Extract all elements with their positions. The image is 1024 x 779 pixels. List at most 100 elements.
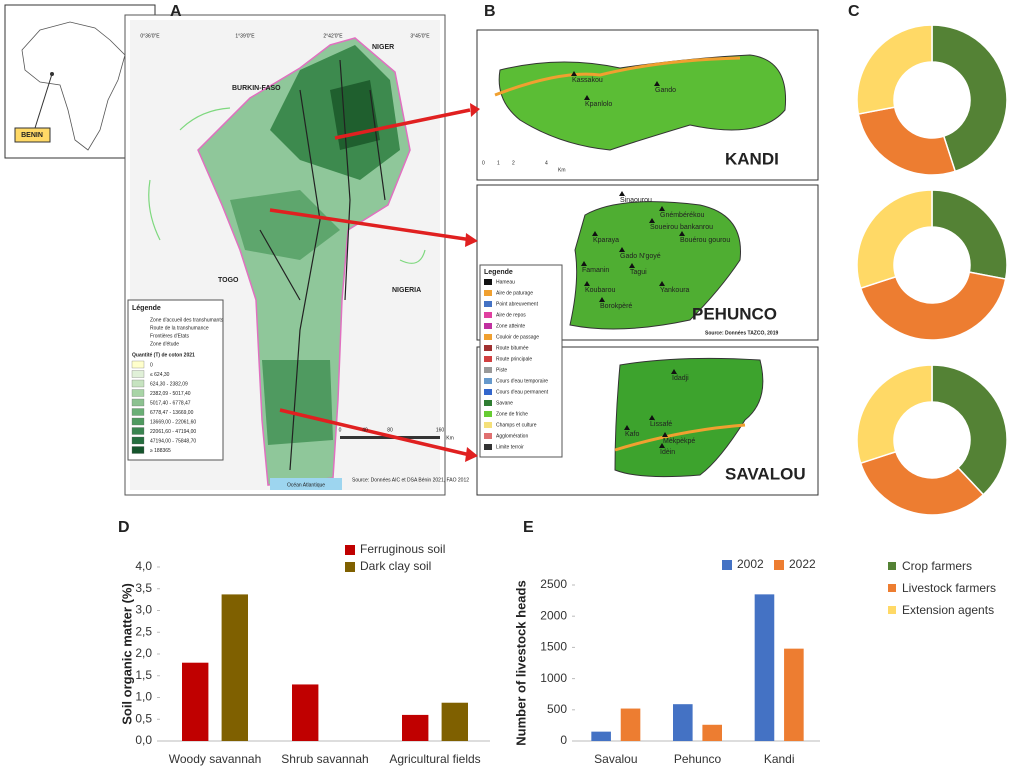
legend-item: ≥ 188365	[150, 448, 171, 454]
hamlet-marker	[662, 432, 668, 437]
legend-item: Zone d'étude	[150, 341, 179, 347]
y-axis-title: Soil organic matter (%)	[119, 583, 134, 725]
donut-segment	[856, 24, 933, 115]
legend-item: Couloir de passage	[496, 334, 539, 340]
legend-subtitle: Quantité (T) de coton 2021	[132, 352, 195, 358]
sea-label: Océan Atlantique	[287, 482, 325, 488]
hamlet-marker	[619, 247, 625, 252]
x-tick-label: Shrub savannah	[281, 752, 368, 766]
scale-label: 80	[387, 427, 393, 433]
bar	[620, 708, 641, 741]
map-pehunco	[569, 201, 741, 330]
place-label: Gando	[655, 87, 676, 94]
legend-swatch	[484, 422, 492, 428]
place-label: Sinaourou	[620, 197, 652, 204]
hamlet-marker	[581, 261, 587, 266]
legend-swatch	[345, 545, 355, 555]
legend-swatch	[484, 279, 492, 285]
donut-segment	[931, 24, 1008, 173]
sea	[270, 478, 342, 490]
hamlet-marker	[584, 281, 590, 286]
legend-swatch	[484, 334, 492, 340]
y-tick-label: 4,0	[135, 559, 152, 573]
bar	[441, 702, 468, 741]
legend-label: 2002	[737, 557, 764, 571]
hamlet-marker	[571, 71, 577, 76]
hamlet-marker	[619, 191, 625, 196]
legend-swatch	[131, 427, 145, 435]
country-label: NIGER	[372, 44, 394, 51]
y-tick-label: 0	[560, 733, 567, 747]
legend-swatch	[888, 584, 896, 592]
donut-segment	[859, 450, 985, 516]
legend-label: 2022	[789, 557, 816, 571]
coordinate-label: 1°39'0"E	[235, 33, 255, 39]
legend-label: Livestock farmers	[902, 581, 996, 595]
legend-item: 13669,00 - 22061,60	[150, 419, 196, 425]
place-label: Lissafé	[650, 421, 672, 428]
place-label: Idèin	[660, 449, 675, 456]
place-label: Kparaya	[593, 237, 619, 244]
legend-item: Route de la transhumance	[150, 325, 209, 331]
y-tick-label: 2,0	[135, 646, 152, 660]
legend-item: 22061,60 - 47194,00	[150, 429, 196, 435]
legend-swatch	[484, 378, 492, 384]
legend-item: 0	[150, 362, 153, 368]
legend-item: Aire de repos	[496, 312, 526, 318]
place-label: Famanin	[582, 267, 609, 274]
legend-swatch	[131, 360, 145, 369]
coordinate-label: 3°45'0"E	[410, 33, 430, 39]
hamlet-marker	[592, 231, 598, 236]
bar	[591, 731, 611, 741]
map-name: KANDI	[725, 149, 779, 168]
y-tick-label: 0,5	[135, 711, 152, 725]
bar	[702, 724, 722, 741]
place-label: Kpanlolo	[585, 101, 612, 108]
hamlet-marker	[654, 81, 660, 86]
place-label: Koubarou	[585, 287, 615, 294]
legend-item: 624,30 - 2382,09	[150, 381, 188, 387]
place-label: Tagui	[630, 269, 647, 276]
africa-outline	[21, 21, 126, 151]
legend-item: Piste	[496, 367, 507, 373]
place-label: Idadji	[672, 375, 689, 382]
legend-swatch	[131, 436, 145, 445]
scale-label: 2	[512, 160, 515, 166]
country-label: NIGERIA	[392, 287, 421, 294]
country-label: BURKIN-FASO	[232, 85, 281, 92]
hamlet-marker	[671, 369, 677, 374]
legend-swatch	[722, 560, 732, 570]
scale-label: 40	[362, 427, 368, 433]
legend-label: Extension agents	[902, 603, 994, 617]
transhumance-routes	[259, 59, 386, 471]
legend-swatch	[484, 356, 492, 362]
place-label: Kassakou	[572, 77, 603, 84]
panel-label: E	[523, 519, 534, 536]
place-label: Soueirou bankanrou	[650, 224, 713, 231]
scale-label: Km	[446, 435, 454, 441]
legend-label: Ferruginous soil	[360, 542, 445, 556]
legend-item: 5017,40 - 6778,47	[150, 400, 191, 406]
hamlet-marker	[649, 415, 655, 420]
y-tick-label: 2000	[540, 608, 567, 622]
donut-segment	[931, 189, 1008, 280]
coordinate-label: 2°42'0"E	[323, 33, 343, 39]
hamlet-marker	[624, 425, 630, 430]
y-tick-label: 1,0	[135, 690, 152, 704]
legend-item: Cours d'eau temporaire	[496, 378, 548, 384]
legend-swatch	[484, 367, 492, 373]
cotton-zone-center	[230, 190, 340, 260]
bar	[182, 662, 209, 741]
scale-label: 0	[482, 160, 485, 166]
hamlet-marker	[679, 231, 685, 236]
legend-swatch	[888, 562, 896, 570]
panel-label: A	[170, 3, 182, 20]
place-label: Mèkpèkpé	[663, 438, 695, 445]
legend-item: Frontières d'Etats	[150, 333, 190, 339]
map-savalou	[614, 357, 764, 478]
source-text: Source: Données AIC et DSA Bénin 2021, F…	[352, 477, 469, 483]
legend-swatch	[484, 301, 492, 307]
place-label: Bouérou gourou	[680, 237, 730, 244]
legend-swatch	[484, 411, 492, 417]
scale-label: 160	[436, 427, 445, 433]
